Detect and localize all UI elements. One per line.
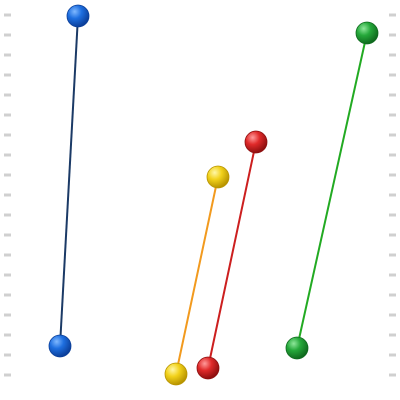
yellow-rod-top-handle[interactable] [206,165,230,189]
yellow-rod-bottom-handle[interactable] [164,362,188,386]
green-rod-top-handle[interactable] [355,21,379,45]
left-edge-mark [4,53,11,57]
right-edge-mark [389,233,396,237]
left-edge-mark [4,173,11,177]
right-edge-mark [389,213,396,217]
blue-rod-bottom-handle[interactable] [48,334,72,358]
blue-rod-top-handle[interactable] [66,4,90,28]
right-edge-mark [389,293,396,297]
right-edge-mark [389,193,396,197]
left-edge-mark [4,353,11,357]
right-edge-mark [389,93,396,97]
red-rod-bottom-handle[interactable] [196,356,220,380]
right-edge-mark [389,153,396,157]
left-edge-mark [4,273,11,277]
right-edge-mark [389,273,396,277]
left-edge-mark [4,213,11,217]
left-edge-mark [4,333,11,337]
right-edge-mark [389,133,396,137]
left-edge-mark [4,153,11,157]
right-edge-mark [389,73,396,77]
right-edge-mark [389,333,396,337]
right-edge-mark [389,353,396,357]
yellow-rod-line [175,176,219,375]
left-edge-mark [4,133,11,137]
green-rod-line [296,32,368,349]
blue-rod-line [59,15,79,347]
left-edge-mark [4,293,11,297]
left-edge-mark [4,313,11,317]
left-edge-mark [4,13,11,17]
right-edge-mark [389,373,396,377]
green-rod-bottom-handle[interactable] [285,336,309,360]
red-rod-top-handle[interactable] [244,130,268,154]
left-edge-mark [4,33,11,37]
left-edge-mark [4,373,11,377]
left-edge-marks [4,13,11,377]
left-edge-mark [4,93,11,97]
left-edge-mark [4,73,11,77]
red-rod-line [207,141,257,369]
right-edge-mark [389,253,396,257]
right-edge-mark [389,33,396,37]
left-edge-mark [4,253,11,257]
right-edge-mark [389,53,396,57]
right-edge-mark [389,313,396,317]
left-edge-mark [4,193,11,197]
left-edge-mark [4,113,11,117]
left-edge-mark [4,233,11,237]
right-edge-mark [389,113,396,117]
right-edge-mark [389,173,396,177]
right-edge-marks [389,13,396,377]
right-edge-mark [389,13,396,17]
